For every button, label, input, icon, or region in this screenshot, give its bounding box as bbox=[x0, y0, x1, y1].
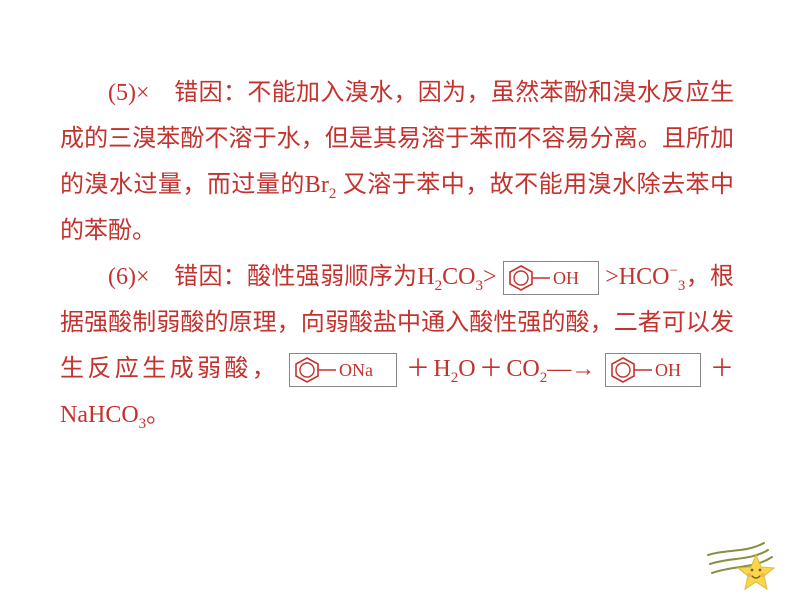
star-icon bbox=[706, 537, 786, 597]
p6-number: (6)× bbox=[108, 264, 150, 290]
p5-number: (5)× bbox=[108, 80, 150, 106]
p6-label: 错因： bbox=[174, 264, 247, 290]
period: 。 bbox=[146, 402, 170, 428]
plus-co2: O＋CO bbox=[458, 356, 539, 382]
co3-sub: 3 bbox=[476, 278, 484, 294]
p5-label: 错因： bbox=[174, 80, 247, 106]
gt-2: >HCO bbox=[605, 264, 669, 290]
hco3-minus: − bbox=[669, 263, 677, 279]
gt-1: > bbox=[483, 264, 497, 290]
reaction-arrow: ―→ bbox=[547, 356, 595, 382]
phenol-oh-label-2: OH bbox=[655, 360, 681, 380]
p6-text-1: 酸性强弱顺序为H bbox=[247, 264, 435, 290]
phenol-structure-1: OH bbox=[503, 261, 599, 295]
paragraph-5: (5)× 错因：不能加入溴水，因为，虽然苯酚和溴水反应生成的三溴苯酚不溶于水，但… bbox=[60, 70, 734, 254]
p6-text-2: CO bbox=[442, 264, 475, 290]
phenoxide-structure: ONa bbox=[289, 353, 397, 387]
phenol-oh-label: OH bbox=[553, 268, 579, 288]
phenoxide-ona-label: ONa bbox=[339, 360, 373, 380]
phenol-structure-2: OH bbox=[605, 353, 701, 387]
plus-h2o-1: ＋H bbox=[406, 356, 451, 382]
paragraph-6: (6)× 错因：酸性强弱顺序为H2CO3> OH >HCO−3，根据强酸制弱酸的… bbox=[60, 254, 734, 438]
